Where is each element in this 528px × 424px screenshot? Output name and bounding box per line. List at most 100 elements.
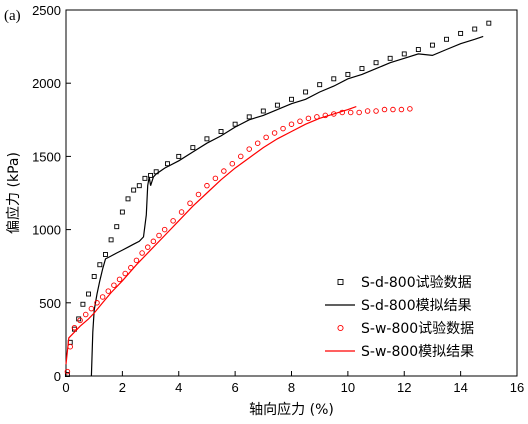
data-point <box>444 36 449 42</box>
data-point <box>97 262 103 268</box>
data-point <box>82 311 89 318</box>
data-point <box>356 109 362 116</box>
data-point <box>161 226 168 233</box>
data-point <box>64 372 70 377</box>
data-point <box>317 82 323 88</box>
data-point <box>176 153 182 159</box>
y-tick-label: 1000 <box>32 223 61 238</box>
data-point <box>195 191 202 198</box>
data-point <box>331 76 337 82</box>
data-point <box>119 209 125 215</box>
data-point <box>472 26 478 32</box>
series-line <box>65 106 357 365</box>
data-point <box>103 252 108 257</box>
x-tick-label: 10 <box>341 380 355 395</box>
data-point <box>407 106 413 112</box>
legend-item: S-w-800模拟结果 <box>325 344 474 360</box>
data-point <box>390 106 396 113</box>
y-tick-label: 500 <box>39 296 61 311</box>
data-point <box>148 172 154 178</box>
data-point <box>111 282 117 288</box>
data-point <box>187 200 193 206</box>
data-point <box>136 183 142 189</box>
data-point <box>373 108 379 114</box>
y-tick-label: 0 <box>54 369 61 384</box>
series-1 <box>64 20 492 377</box>
data-point <box>105 288 112 294</box>
data-point <box>142 175 148 181</box>
data-point <box>345 71 351 77</box>
data-point <box>401 51 407 57</box>
legend-label: S-w-800试验数据 <box>361 321 474 337</box>
data-point <box>373 60 379 66</box>
x-tick-label: 14 <box>453 380 467 395</box>
data-point <box>274 102 280 108</box>
data-point <box>347 109 354 116</box>
data-point <box>77 317 83 324</box>
legend-item: S-d-800模拟结果 <box>325 298 472 314</box>
data-point <box>71 324 78 331</box>
data-point <box>398 106 405 113</box>
data-point <box>246 114 252 120</box>
data-point <box>212 175 219 182</box>
legend-label: S-w-800模拟结果 <box>361 344 474 360</box>
data-point <box>387 55 393 61</box>
data-point <box>156 232 162 239</box>
data-point <box>364 108 371 114</box>
data-point <box>486 20 492 26</box>
data-point <box>303 89 309 95</box>
y-tick-label: 1500 <box>32 149 61 164</box>
data-point <box>260 108 266 114</box>
data-point <box>288 121 295 127</box>
data-point <box>125 196 131 202</box>
data-point <box>254 140 261 146</box>
x-axis-title: 轴向应力 (%) <box>249 401 334 418</box>
data-point <box>458 30 464 36</box>
data-point <box>76 316 82 322</box>
legend-swatch <box>337 279 344 285</box>
data-point <box>204 136 210 142</box>
series-4 <box>65 106 357 365</box>
data-point <box>86 291 92 297</box>
x-tick-label: 4 <box>175 380 182 395</box>
data-point <box>221 168 227 174</box>
data-point <box>204 182 210 189</box>
series-2 <box>90 35 484 377</box>
data-point <box>429 42 435 48</box>
data-point <box>64 368 71 375</box>
data-point <box>88 305 95 312</box>
data-point <box>80 301 86 307</box>
legend-label: S-d-800试验数据 <box>361 275 472 291</box>
y-tick-label: 2500 <box>32 3 61 18</box>
series-layer <box>64 20 492 377</box>
data-point <box>144 244 151 250</box>
data-point <box>415 47 421 52</box>
data-point <box>108 237 114 243</box>
data-point <box>232 121 238 127</box>
data-point <box>133 257 140 264</box>
data-point <box>218 129 224 134</box>
data-point <box>131 187 137 193</box>
y-tick-label: 2000 <box>32 76 61 91</box>
data-point <box>289 96 294 102</box>
y-axis-title: 偏应力 (kPa) <box>5 152 22 234</box>
x-tick-label: 6 <box>232 380 239 395</box>
data-point <box>238 153 244 160</box>
data-point <box>263 134 269 141</box>
data-point <box>122 270 128 277</box>
legend-item: S-w-800试验数据 <box>337 321 474 337</box>
data-point <box>280 125 286 132</box>
data-point <box>229 160 236 167</box>
data-point <box>246 146 252 152</box>
x-tick-label: 2 <box>119 380 126 395</box>
data-point <box>165 161 170 167</box>
data-point <box>91 273 97 279</box>
data-point <box>99 294 106 300</box>
data-point <box>331 111 337 117</box>
data-point <box>114 224 120 230</box>
data-point <box>178 209 185 215</box>
legend-swatch <box>337 324 344 332</box>
data-point <box>94 300 100 306</box>
legend-item: S-d-800试验数据 <box>337 275 472 291</box>
